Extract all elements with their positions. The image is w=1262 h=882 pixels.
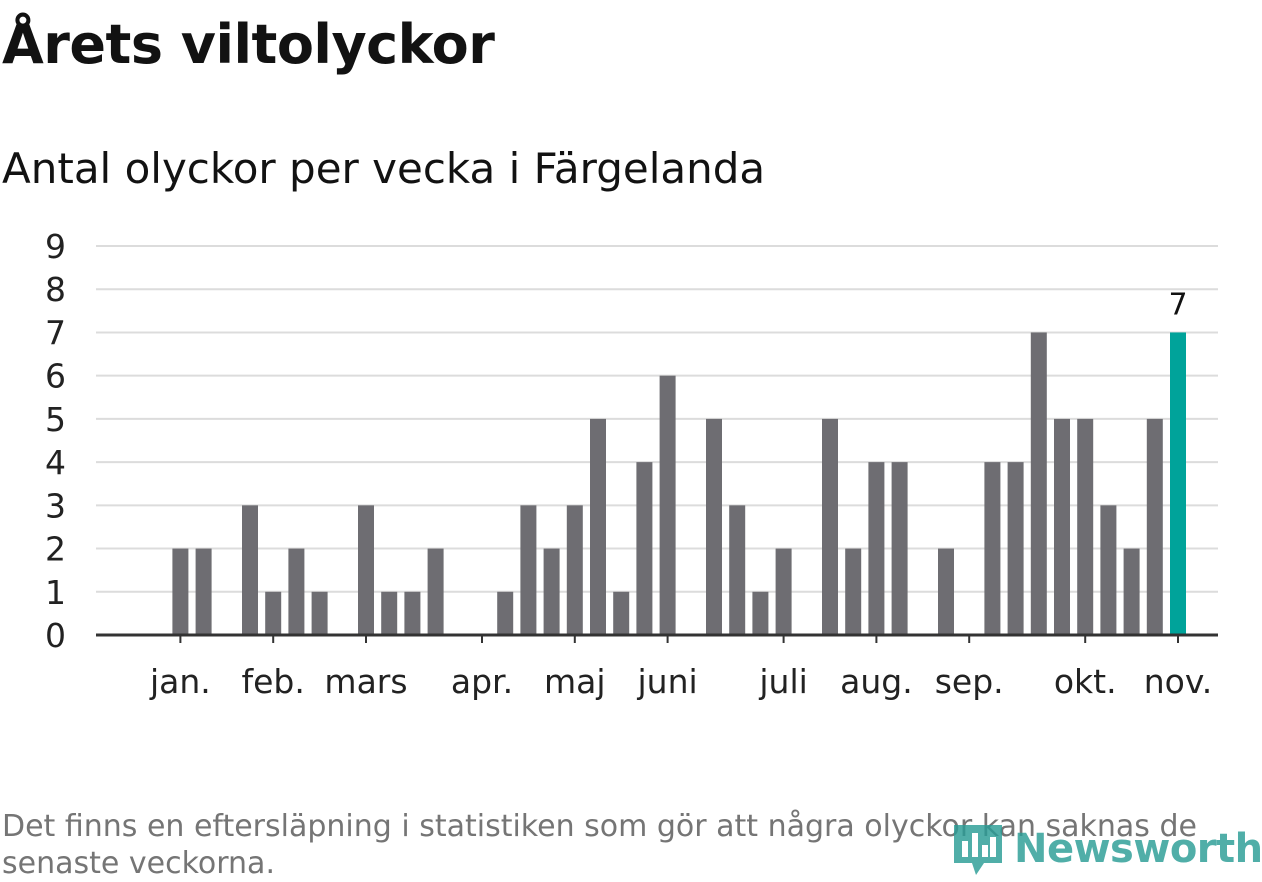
y-tick-label: 5 bbox=[45, 400, 66, 439]
bar bbox=[242, 505, 258, 635]
bar bbox=[984, 462, 1001, 635]
bar bbox=[822, 418, 838, 635]
bar bbox=[1030, 332, 1047, 635]
bar bbox=[520, 505, 537, 635]
bar bbox=[891, 462, 908, 635]
bar bbox=[288, 548, 305, 635]
bar bbox=[1100, 505, 1117, 635]
brand-name: Newsworthy bbox=[1014, 826, 1262, 872]
bar bbox=[938, 548, 954, 635]
brand-logo: Newsworthy bbox=[950, 818, 1262, 880]
bar bbox=[752, 591, 769, 635]
x-tick-label: juli bbox=[758, 662, 807, 701]
bar bbox=[706, 418, 722, 635]
y-tick-label: 0 bbox=[45, 616, 66, 655]
bar bbox=[543, 548, 560, 635]
bar bbox=[566, 505, 583, 635]
data-label-highlight: 7 bbox=[1168, 287, 1187, 322]
bar bbox=[1146, 418, 1163, 635]
y-tick-label: 2 bbox=[45, 530, 66, 569]
chart-subtitle: Antal olyckor per vecka i Färgelanda bbox=[2, 144, 766, 193]
y-tick-label: 6 bbox=[45, 357, 66, 396]
bar bbox=[590, 418, 606, 635]
gridlines bbox=[96, 245, 1218, 593]
bar bbox=[868, 462, 885, 635]
y-tick-label: 9 bbox=[45, 227, 66, 266]
x-tick-label: juni bbox=[637, 662, 698, 701]
bar-chart: 0 1 2 3 4 5 6 7 8 9 jan. feb. mars apr. maj juni juli au… bbox=[45, 227, 1218, 701]
bar bbox=[659, 375, 676, 635]
y-axis: 0 1 2 3 4 5 6 7 8 9 bbox=[45, 227, 66, 655]
bar bbox=[775, 548, 792, 635]
y-tick-label: 1 bbox=[45, 573, 66, 612]
bar-series bbox=[172, 332, 1186, 635]
x-tick-label: aug. bbox=[840, 662, 913, 701]
bar bbox=[1054, 418, 1070, 635]
x-tick-label: apr. bbox=[451, 662, 513, 701]
y-tick-label: 3 bbox=[45, 486, 66, 525]
bar bbox=[497, 591, 514, 635]
bar bbox=[1077, 418, 1094, 635]
bar bbox=[636, 462, 653, 635]
x-tick-label: jan. bbox=[149, 662, 211, 701]
bar bbox=[613, 591, 630, 635]
chart-title: Årets viltolyckor bbox=[2, 13, 495, 76]
x-axis: jan. feb. mars apr. maj juni juli aug. sep. okt. n… bbox=[96, 633, 1218, 701]
y-tick-label: 7 bbox=[45, 313, 66, 352]
data-labels: 7 bbox=[1168, 287, 1187, 322]
bar bbox=[729, 505, 746, 635]
bar bbox=[845, 548, 862, 635]
bar bbox=[265, 591, 282, 635]
x-tick-label: nov. bbox=[1144, 662, 1213, 701]
bar bbox=[1123, 548, 1140, 635]
x-tick-label: maj bbox=[544, 662, 606, 701]
bar bbox=[381, 591, 398, 635]
x-tick-label: feb. bbox=[242, 662, 305, 701]
bar-highlight bbox=[1170, 332, 1186, 635]
bar bbox=[195, 548, 212, 635]
bar bbox=[358, 505, 374, 635]
bar bbox=[311, 591, 328, 635]
bar bbox=[404, 591, 421, 635]
bar bbox=[427, 548, 444, 635]
x-tick-label: mars bbox=[324, 662, 407, 701]
x-tick-label: sep. bbox=[935, 662, 1004, 701]
newsworthy-logo-icon bbox=[954, 825, 1002, 875]
y-tick-label: 8 bbox=[45, 270, 66, 309]
x-tick-label: okt. bbox=[1054, 662, 1117, 701]
bar bbox=[172, 548, 189, 635]
y-tick-label: 4 bbox=[45, 443, 66, 482]
bar bbox=[1007, 462, 1024, 635]
